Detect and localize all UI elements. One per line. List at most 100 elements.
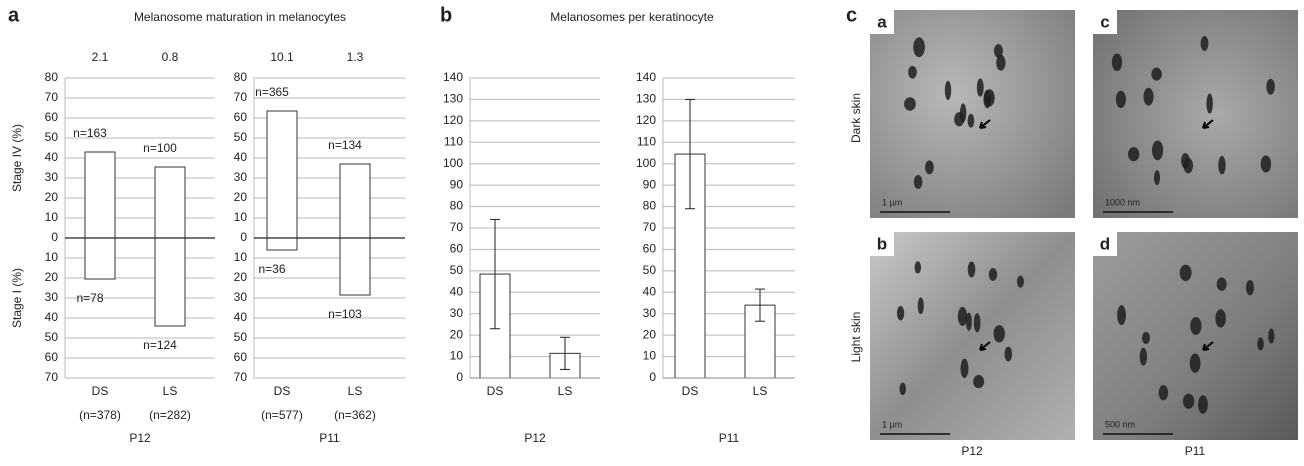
category-count: (n=577) bbox=[261, 408, 303, 422]
y-tick-label: 70 bbox=[643, 220, 657, 234]
melanosome bbox=[1268, 328, 1275, 344]
melanosome bbox=[1142, 331, 1150, 345]
y-tick-label: 80 bbox=[45, 70, 59, 84]
y-tick-label: 30 bbox=[234, 170, 248, 184]
y-tick-label: 50 bbox=[643, 263, 657, 277]
bar bbox=[339, 237, 371, 296]
melanosome bbox=[914, 261, 922, 274]
panel-letter: b bbox=[440, 4, 452, 26]
bar bbox=[154, 166, 186, 239]
image-letter: b bbox=[877, 234, 887, 253]
y-tick-label: 30 bbox=[45, 170, 59, 184]
melanosome bbox=[896, 306, 905, 321]
melanosome bbox=[1016, 275, 1024, 288]
y-tick-label: 30 bbox=[45, 290, 59, 304]
arrow bbox=[979, 341, 991, 351]
y-tick-label: 70 bbox=[450, 220, 464, 234]
melanosome bbox=[1139, 347, 1148, 366]
melanosome bbox=[967, 261, 976, 278]
y-tick-label: 20 bbox=[234, 270, 248, 284]
melanosome bbox=[944, 80, 952, 101]
bar-annotation: n=134 bbox=[328, 138, 362, 152]
y-tick-label: 60 bbox=[45, 110, 59, 124]
y-tick-label: 60 bbox=[45, 350, 59, 364]
y-tick-label: 10 bbox=[234, 250, 248, 264]
bar bbox=[266, 110, 298, 239]
bar-annotation: n=124 bbox=[143, 338, 177, 352]
image-letter: a bbox=[877, 12, 887, 31]
category-count: (n=378) bbox=[79, 408, 121, 422]
melanosome bbox=[957, 306, 968, 326]
y-tick-label: 60 bbox=[234, 350, 248, 364]
bar-annotation: n=78 bbox=[76, 291, 103, 305]
melanosome bbox=[965, 312, 972, 331]
melanosome bbox=[1115, 90, 1126, 108]
letter-box bbox=[1093, 232, 1117, 256]
column-label: P12 bbox=[961, 444, 983, 458]
y-tick-label: 60 bbox=[643, 242, 657, 256]
y-tick-label: 60 bbox=[450, 242, 464, 256]
scale-label: 1 µm bbox=[882, 197, 902, 207]
melanosome bbox=[899, 382, 906, 396]
melanosome bbox=[1206, 93, 1213, 114]
y-tick-label: 140 bbox=[443, 70, 463, 84]
y-tick-label: 0 bbox=[240, 230, 247, 244]
bar bbox=[84, 151, 116, 239]
melanosome bbox=[1111, 53, 1123, 72]
melanosome bbox=[1158, 385, 1169, 401]
ratio-label: 10.1 bbox=[270, 50, 294, 64]
bar bbox=[84, 237, 116, 280]
melanosome bbox=[1117, 305, 1126, 326]
y-tick-label: 50 bbox=[450, 263, 464, 277]
y-tick-label: 100 bbox=[636, 156, 656, 170]
bar bbox=[154, 237, 186, 327]
y-tick-label: 140 bbox=[636, 70, 656, 84]
column-label: P11 bbox=[1185, 444, 1206, 458]
micrograph bbox=[1093, 10, 1298, 218]
melanosome bbox=[1143, 87, 1154, 106]
arrow bbox=[1202, 341, 1214, 351]
letter-box bbox=[870, 10, 894, 34]
ratio-label: 2.1 bbox=[92, 50, 109, 64]
y-tick-label: 40 bbox=[45, 310, 59, 324]
chart-title: Melanosomes per keratinocyte bbox=[550, 10, 714, 24]
scale-label: 1000 nm bbox=[1105, 197, 1140, 207]
y-axis-label: Stage IV (%) bbox=[10, 124, 24, 192]
y-tick-label: 90 bbox=[450, 177, 464, 191]
melanosome bbox=[913, 37, 925, 58]
x-axis-label: P11 bbox=[319, 431, 340, 445]
x-tick-label: LS bbox=[163, 384, 178, 398]
y-tick-label: 70 bbox=[234, 90, 248, 104]
category-count: (n=362) bbox=[334, 408, 376, 422]
melanosome bbox=[1266, 78, 1275, 95]
y-tick-label: 50 bbox=[234, 330, 248, 344]
melanosome bbox=[1257, 337, 1264, 351]
x-axis-label: P11 bbox=[719, 431, 740, 445]
melanosome bbox=[1190, 317, 1202, 335]
y-tick-label: 40 bbox=[643, 284, 657, 298]
error-bar bbox=[755, 288, 765, 322]
x-tick-label: DS bbox=[92, 384, 109, 398]
y-tick-label: 120 bbox=[443, 113, 463, 127]
y-tick-label: 20 bbox=[643, 327, 657, 341]
error-bar bbox=[490, 218, 500, 330]
melanosome bbox=[993, 325, 1005, 343]
y-tick-label: 100 bbox=[443, 156, 463, 170]
y-tick-label: 50 bbox=[234, 130, 248, 144]
melanosome bbox=[1218, 155, 1226, 175]
y-tick-label: 10 bbox=[45, 210, 59, 224]
melanosome bbox=[1152, 140, 1164, 161]
error-bar bbox=[560, 336, 570, 370]
row-label: Dark skin bbox=[849, 93, 863, 143]
melanosome bbox=[1151, 67, 1162, 81]
y-tick-label: 80 bbox=[643, 199, 657, 213]
melanosome bbox=[908, 65, 917, 79]
y-tick-label: 0 bbox=[51, 230, 58, 244]
y-tick-label: 20 bbox=[450, 327, 464, 341]
melanosome bbox=[996, 54, 1006, 71]
y-tick-label: 10 bbox=[234, 210, 248, 224]
chart-title: Melanosome maturation in melanocytes bbox=[134, 10, 346, 24]
bar-annotation: n=103 bbox=[328, 307, 362, 321]
panel-letter: c bbox=[846, 4, 857, 26]
melanosome bbox=[954, 112, 965, 127]
